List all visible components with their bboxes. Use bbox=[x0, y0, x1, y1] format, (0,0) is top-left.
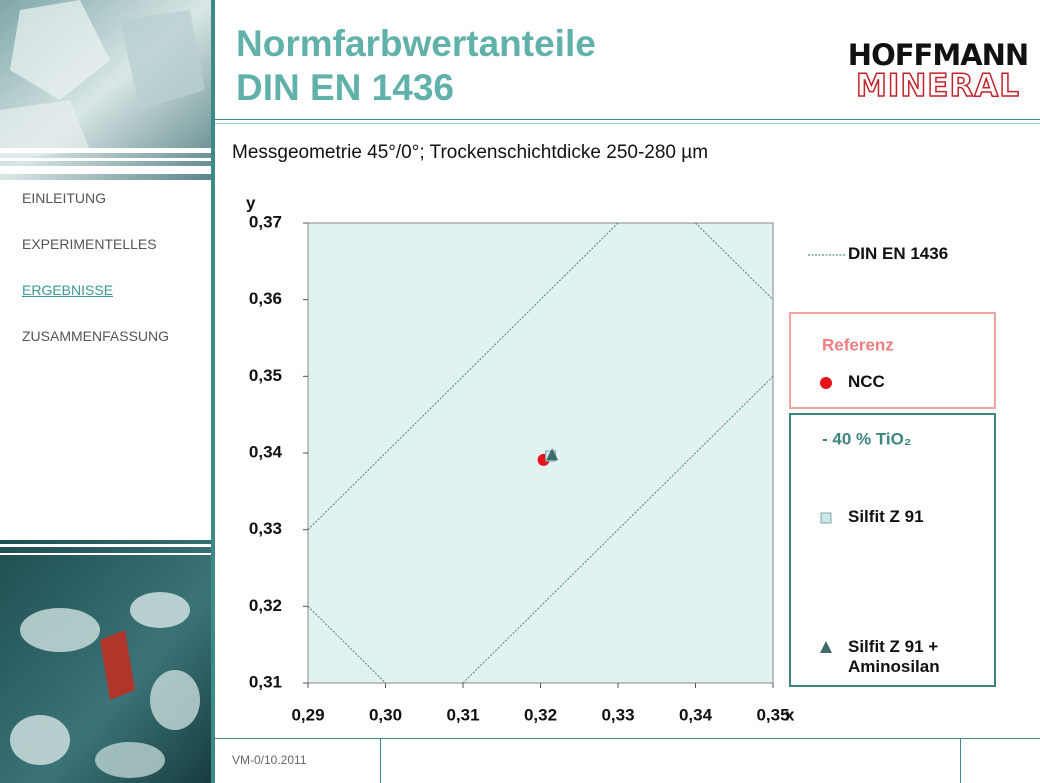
footer: VM-0/10.2011 bbox=[232, 753, 307, 767]
legend-label: Silfit Z 91 bbox=[848, 507, 1018, 527]
x-tick-label: 0,32 bbox=[524, 705, 557, 724]
legend-swatch bbox=[820, 641, 832, 653]
y-tick-label: 0,31 bbox=[249, 672, 282, 691]
x-tick-label: 0,30 bbox=[369, 705, 402, 724]
y-tick-label: 0,32 bbox=[249, 596, 282, 615]
page: {"header":{"title":["Normfarbwertanteile… bbox=[0, 0, 1040, 783]
footer-rule bbox=[215, 738, 1040, 739]
legend-label: NCC bbox=[848, 372, 1018, 392]
legend-swatch bbox=[821, 513, 831, 523]
x-axis-label: x bbox=[785, 705, 795, 724]
y-tick-label: 0,33 bbox=[249, 519, 282, 538]
footer-sep bbox=[960, 738, 961, 783]
y-tick-label: 0,36 bbox=[249, 289, 282, 308]
legend-swatch bbox=[820, 377, 832, 389]
y-axis-label: y bbox=[246, 193, 256, 212]
y-tick-label: 0,35 bbox=[249, 366, 282, 385]
legend-group: - 40 % TiO₂ bbox=[822, 429, 911, 448]
x-tick-label: 0,34 bbox=[679, 705, 713, 724]
legend-group: Referenz bbox=[822, 335, 894, 354]
y-tick-label: 0,37 bbox=[249, 212, 282, 231]
plot-area bbox=[308, 223, 773, 683]
footer-sep bbox=[380, 738, 381, 783]
legend-label: Silfit Z 91 + Aminosilan bbox=[848, 637, 968, 677]
x-tick-label: 0,29 bbox=[291, 705, 324, 724]
legend-box bbox=[790, 313, 995, 408]
x-tick-label: 0,31 bbox=[446, 705, 479, 724]
x-tick-label: 0,33 bbox=[601, 705, 634, 724]
legend-label: DIN EN 1436 bbox=[848, 244, 1018, 264]
y-tick-label: 0,34 bbox=[249, 442, 283, 461]
